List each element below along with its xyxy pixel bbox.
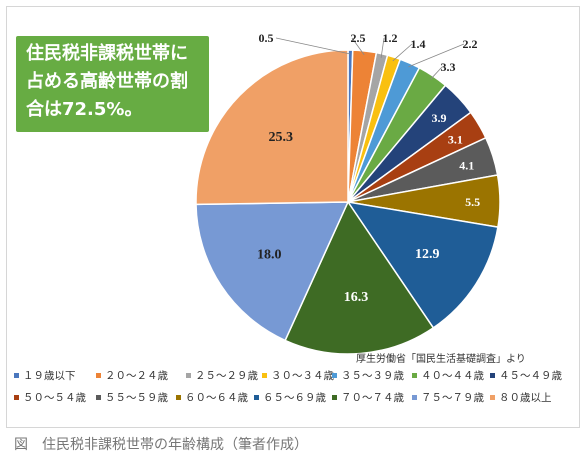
legend-swatch <box>14 395 19 400</box>
slice-label: 1.2 <box>383 31 398 45</box>
legend-item: ３０～３４歳 <box>262 368 334 383</box>
legend-label: ５５～５９歳 <box>105 392 168 404</box>
legend-swatch <box>176 395 181 400</box>
legend-swatch <box>254 395 259 400</box>
legend-item: ３５～３９歳 <box>332 368 404 383</box>
legend-swatch <box>490 395 495 400</box>
legend-label: ７０～７４歳 <box>341 392 404 404</box>
legend-label: ７５～７９歳 <box>421 392 484 404</box>
legend-label: ４０～４４歳 <box>421 370 484 382</box>
legend-label: １９歳以下 <box>23 370 76 382</box>
legend-item: ５０～５４歳 <box>14 390 86 405</box>
legend-item: ４５～４９歳 <box>490 368 562 383</box>
legend-label: ３５～３９歳 <box>341 370 404 382</box>
legend-item: ６０～６４歳 <box>176 390 248 405</box>
figure-caption: 図 住民税非課税世帯の年齢構成（筆者作成） <box>14 437 308 453</box>
slice-label: 5.5 <box>465 195 480 209</box>
slice-label: 3.9 <box>432 111 447 125</box>
legend-item: ５５～５９歳 <box>96 390 168 405</box>
leader-line <box>408 43 465 68</box>
callout-line-3: 合は72.5%。 <box>26 99 143 120</box>
legend-swatch <box>412 395 417 400</box>
legend-swatch <box>186 373 191 378</box>
pie-slice <box>195 49 349 206</box>
legend-item: ８０歳以上 <box>490 390 552 405</box>
legend-swatch <box>96 395 101 400</box>
legend-label: ２０～２４歳 <box>105 370 168 382</box>
pie-slice <box>346 200 499 329</box>
pie-slice <box>195 201 350 342</box>
legend: １９歳以下 ２０～２４歳 ２５～２９歳 ３０～３４歳 ３５～３９歳 ４０～４４歳 ４５～４９… <box>14 368 574 412</box>
source-note: 厚生労働省「国民生活基礎調査」より <box>356 354 526 365</box>
legend-item: ４０～４４歳 <box>412 368 484 383</box>
leader-line <box>275 37 351 55</box>
legend-swatch <box>332 373 337 378</box>
legend-swatch <box>96 373 101 378</box>
legend-item: ７０～７４歳 <box>332 390 404 405</box>
legend-swatch <box>14 373 19 378</box>
leader-line <box>351 37 365 56</box>
slice-label: 25.3 <box>269 130 294 145</box>
legend-row-2: ５０～５４歳 ５５～５９歳 ６０～６４歳 ６５～６９歳 ７０～７４歳 ７５～７９歳 ８０歳以… <box>14 390 574 412</box>
callout-line-2: 占める高齢世帯の割 <box>26 71 188 92</box>
callout-line-1: 住民税非課税世帯に <box>26 43 188 64</box>
legend-label: ５０～５４歳 <box>23 392 86 404</box>
slice-label: 3.1 <box>448 133 463 147</box>
slice-label: 18.0 <box>257 248 282 263</box>
legend-label: ４５～４９歳 <box>499 370 562 382</box>
leader-line <box>430 66 443 80</box>
legend-swatch <box>332 395 337 400</box>
pie-slice <box>284 200 435 355</box>
slice-label: 0.5 <box>259 31 274 45</box>
slice-label: 2.2 <box>463 37 478 51</box>
callout-box: 住民税非課税世帯に 占める高齢世帯の割 合は72.5%。 <box>16 36 209 132</box>
legend-item: １９歳以下 <box>14 368 76 383</box>
legend-row-1: １９歳以下 ２０～２４歳 ２５～２９歳 ３０～３４歳 ３５～３９歳 ４０～４４歳 ４５～４９… <box>14 368 574 390</box>
slice-label: 4.1 <box>459 158 474 172</box>
leader-line <box>392 43 413 62</box>
legend-item: ２０～２４歳 <box>96 368 168 383</box>
leader-line <box>380 37 385 58</box>
legend-item: ６５～６９歳 <box>254 390 326 405</box>
legend-label: ６０～６４歳 <box>185 392 248 404</box>
slice-label: 16.3 <box>344 290 369 305</box>
legend-label: ２５～２９歳 <box>195 370 258 382</box>
legend-swatch <box>490 373 495 378</box>
legend-swatch <box>412 373 417 378</box>
slice-label: 2.5 <box>351 31 366 45</box>
slice-label: 3.3 <box>441 60 456 74</box>
slice-label: 1.4 <box>411 37 426 51</box>
legend-swatch <box>262 373 267 378</box>
legend-label: ６５～６９歳 <box>263 392 326 404</box>
legend-label: ３０～３４歳 <box>271 370 334 382</box>
legend-label: ８０歳以上 <box>499 392 552 404</box>
legend-item: ２５～２９歳 <box>186 368 258 383</box>
slice-label: 12.9 <box>415 247 440 262</box>
legend-item: ７５～７９歳 <box>412 390 484 405</box>
